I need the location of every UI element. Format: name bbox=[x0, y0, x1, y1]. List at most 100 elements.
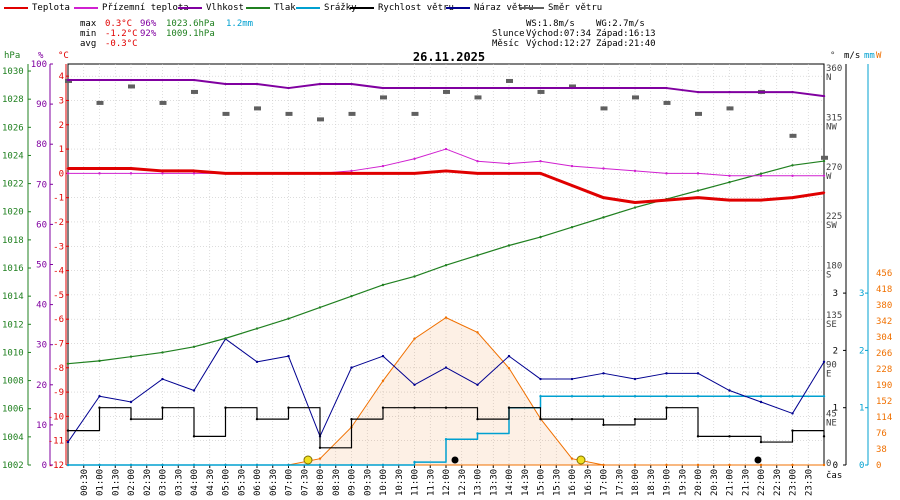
data-point-ground-temperature bbox=[507, 162, 511, 165]
tick-label-time: 08:30 bbox=[332, 469, 342, 496]
data-point-rain bbox=[318, 463, 322, 467]
tick-label-dir: W bbox=[826, 172, 832, 182]
data-point-humidity bbox=[665, 86, 668, 90]
data-point-wind-gust bbox=[66, 440, 70, 444]
data-point-rain bbox=[129, 463, 133, 467]
data-point-wind-direction bbox=[380, 95, 387, 100]
tick-label-dir: NW bbox=[826, 122, 837, 132]
tick-label-ms: 1 bbox=[833, 404, 838, 414]
stat-min-humidity: 92% bbox=[140, 29, 157, 39]
tick-label-time: 15:00 bbox=[537, 469, 547, 496]
tick-label-time: 22:00 bbox=[757, 469, 767, 496]
data-point-wind-speed bbox=[507, 406, 511, 409]
tick-label-pct: 50 bbox=[36, 261, 47, 271]
tick-label-time: 01:00 bbox=[96, 469, 106, 496]
data-point-temperature bbox=[633, 201, 637, 204]
data-point-wind-gust bbox=[161, 377, 164, 381]
legend-item-ground-temperature: Přízemní teplota bbox=[74, 2, 189, 14]
data-point-rain bbox=[350, 463, 353, 467]
data-point-rain bbox=[381, 463, 385, 467]
data-point-wind-direction bbox=[285, 111, 293, 116]
data-point-wind-speed bbox=[759, 440, 763, 444]
tick-label-time: 04:30 bbox=[206, 469, 216, 496]
data-point-wind-gust bbox=[602, 372, 605, 375]
data-point-ground-temperature bbox=[413, 157, 416, 160]
data-point-pressure bbox=[696, 189, 700, 192]
stat-min-temp: -1.2°C bbox=[105, 29, 138, 39]
tick-label-time: 07:00 bbox=[285, 469, 295, 496]
legend-label-wind-direction: Směr větru bbox=[548, 3, 603, 13]
tick-label-time: 21:30 bbox=[741, 469, 751, 496]
tick-label-mm: 2 bbox=[859, 346, 864, 356]
data-point-pressure bbox=[633, 206, 637, 209]
tick-label-time: 04:00 bbox=[190, 469, 200, 496]
data-point-humidity bbox=[476, 86, 479, 90]
tick-label-deg: 180 bbox=[826, 262, 842, 272]
data-point-wind-gust bbox=[539, 377, 542, 381]
data-point-pressure bbox=[728, 180, 731, 184]
data-point-wind-gust bbox=[129, 400, 133, 404]
tick-label-time: 17:00 bbox=[600, 469, 610, 496]
tick-label-w: 0 bbox=[876, 461, 881, 471]
data-point-wind-direction bbox=[317, 117, 324, 122]
data-point-wind-speed bbox=[444, 406, 448, 409]
data-point-ground-temperature bbox=[66, 172, 70, 175]
legend-swatch-humidity bbox=[178, 7, 202, 9]
stat-max-pressure: 1023.6hPa bbox=[166, 19, 215, 29]
data-point-ground-temperature bbox=[570, 164, 574, 168]
stat-avg-label: avg bbox=[80, 39, 97, 49]
data-point-wind-speed bbox=[570, 417, 574, 421]
axis-title-hpa: hPa bbox=[4, 51, 20, 61]
data-point-wind-speed bbox=[66, 429, 70, 432]
tick-label-deg: 315 bbox=[826, 113, 842, 123]
tick-label-hpa: 1016 bbox=[2, 264, 24, 274]
tick-label-pct: 10 bbox=[36, 421, 47, 431]
moonset-marker bbox=[754, 456, 762, 464]
legend-swatch-pressure bbox=[246, 7, 270, 9]
tick-label-hpa: 1004 bbox=[2, 433, 24, 443]
moonset-time: Západ:21:40 bbox=[596, 39, 656, 49]
tick-label-w: 456 bbox=[876, 269, 892, 279]
data-point-ground-temperature bbox=[192, 172, 196, 175]
data-point-pressure bbox=[381, 283, 385, 287]
tick-label-time: 05:30 bbox=[237, 469, 247, 496]
data-point-humidity bbox=[381, 86, 385, 90]
data-point-ground-temperature bbox=[822, 174, 826, 177]
legend-label-pressure: Tlak bbox=[274, 3, 296, 13]
data-point-wind-speed bbox=[696, 435, 700, 438]
tick-label-time: 03:30 bbox=[174, 469, 184, 496]
tick-label-hpa: 1010 bbox=[2, 348, 24, 358]
tick-label-w: 304 bbox=[876, 333, 892, 343]
tick-label-time: 23:00 bbox=[789, 469, 799, 496]
stat-max-label: max bbox=[80, 19, 97, 29]
data-point-wind-direction bbox=[474, 95, 482, 100]
tick-label-degc: -11 bbox=[48, 437, 64, 447]
data-point-temperature bbox=[161, 169, 164, 173]
tick-label-deg: 270 bbox=[826, 163, 842, 173]
data-point-wind-direction bbox=[789, 133, 797, 138]
data-point-wind-gust bbox=[381, 354, 385, 358]
data-point-rain bbox=[696, 395, 700, 398]
tick-label-degc: -3 bbox=[53, 242, 64, 252]
data-point-wind-speed bbox=[192, 435, 196, 438]
legend-item-wind-gust: Náraz větru bbox=[446, 2, 534, 14]
sun-label: Slunce bbox=[492, 29, 525, 39]
tick-label-degc: -12 bbox=[48, 461, 64, 471]
legend-label-wind-gust: Náraz větru bbox=[474, 3, 534, 13]
data-point-rain bbox=[287, 463, 290, 467]
tick-label-w: 190 bbox=[876, 381, 892, 391]
tick-label-time: 08:00 bbox=[316, 469, 326, 496]
data-point-solar-radiation bbox=[413, 337, 416, 340]
data-point-wind-direction bbox=[96, 100, 104, 105]
data-point-wind-gust bbox=[444, 366, 448, 369]
data-point-wind-speed bbox=[350, 417, 353, 421]
data-point-pressure bbox=[570, 226, 574, 229]
data-point-wind-gust bbox=[759, 400, 763, 404]
data-point-wind-gust bbox=[255, 360, 259, 364]
tick-label-hpa: 1024 bbox=[2, 151, 24, 161]
data-point-temperature bbox=[255, 172, 259, 175]
moonrise-time: Východ:12:27 bbox=[526, 39, 592, 49]
tick-label-time: 22:30 bbox=[773, 469, 783, 496]
data-point-wind-speed bbox=[161, 406, 164, 409]
data-point-pressure bbox=[413, 275, 416, 278]
